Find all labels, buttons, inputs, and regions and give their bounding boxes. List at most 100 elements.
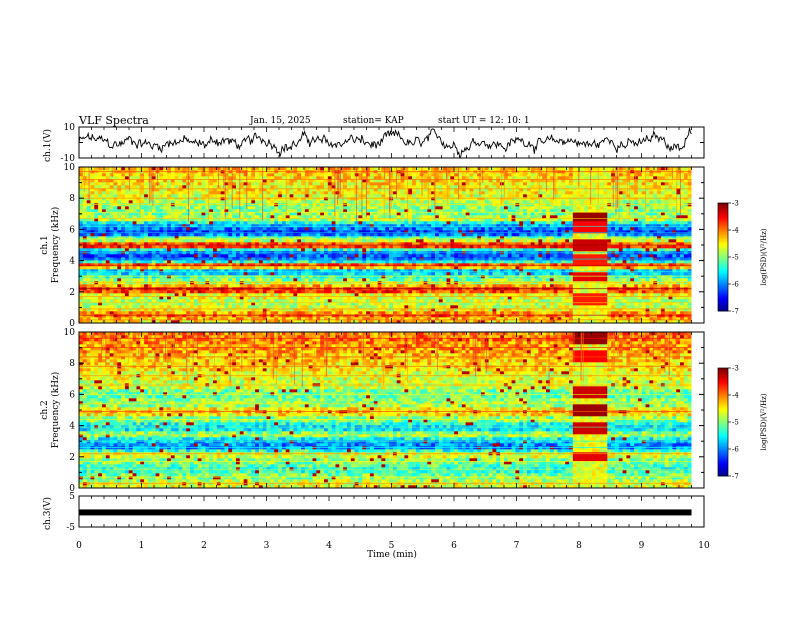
spectrogram-cell: [485, 275, 489, 278]
spectrogram-cell: [519, 248, 523, 251]
spectrogram-cell: [424, 263, 428, 266]
spectrogram-cell: [397, 308, 401, 311]
spectrogram-cell: [653, 275, 657, 278]
spectrogram-cell: [87, 263, 91, 266]
spectrogram-cell: [133, 263, 137, 266]
spectrogram-cell: [297, 254, 301, 257]
spectrogram-cell: [485, 284, 489, 287]
spectrogram-cell: [420, 248, 424, 251]
spectrogram-cell: [129, 290, 133, 293]
spectrogram-cell: [676, 278, 680, 281]
spectrogram-cell: [561, 284, 565, 287]
spectrogram-cell: [450, 266, 454, 269]
spectrogram-cell: [611, 305, 615, 308]
spectrogram-cell: [684, 239, 688, 242]
spectrogram-cell: [213, 293, 217, 296]
spectrogram-cell: [213, 248, 217, 251]
spectrogram-cell: [274, 278, 278, 281]
spectrogram-cell: [133, 311, 137, 314]
spectrogram-cell: [485, 260, 489, 263]
spectrogram-cell: [355, 308, 359, 311]
spectrogram-cell: [646, 260, 650, 263]
spectrogram-cell: [466, 245, 470, 248]
spectrogram-cell: [577, 266, 581, 269]
spectrogram-cell: [688, 278, 692, 281]
spectrogram-cell: [148, 263, 152, 266]
spectrogram-cell: [416, 263, 420, 266]
spectrogram-cell: [270, 233, 274, 236]
spectrogram-cell: [466, 260, 470, 263]
spectrogram-cell: [538, 266, 542, 269]
spectrogram-cell: [531, 272, 535, 275]
spectrogram-cell: [558, 278, 562, 281]
spectrogram-cell: [270, 245, 274, 248]
spectrogram-cell: [366, 278, 370, 281]
spectrogram-cell: [251, 233, 255, 236]
spectrogram-cell: [584, 233, 588, 236]
spectrogram-cell: [209, 254, 213, 257]
spectrogram-cell: [290, 233, 294, 236]
spectrogram-cell: [270, 293, 274, 296]
spectrogram-cell: [255, 272, 259, 275]
spectrogram-cell: [538, 260, 542, 263]
spectrogram-cell: [607, 248, 611, 251]
spectrogram-cell: [412, 275, 416, 278]
spectrogram-cell: [600, 299, 604, 302]
spectrogram-cell: [175, 275, 179, 278]
spectrogram-cell: [527, 254, 531, 257]
spectrogram-cell: [355, 314, 359, 317]
spectrogram-cell: [500, 260, 504, 263]
spectrogram-cell: [156, 299, 160, 302]
spectrogram-cell: [259, 311, 263, 314]
spectrogram-cell: [565, 293, 569, 296]
spectrogram-cell: [247, 305, 251, 308]
spectrogram-cell: [332, 239, 336, 242]
spectrogram-cell: [431, 290, 435, 293]
spectrogram-cell: [332, 260, 336, 263]
spectrogram-cell: [389, 290, 393, 293]
spectrogram-cell: [588, 290, 592, 293]
spectrogram-cell: [163, 248, 167, 251]
spectrogram-cell: [87, 275, 91, 278]
spectrogram-cell: [565, 305, 569, 308]
spectrogram-cell: [205, 254, 209, 257]
spectrogram-cell: [240, 278, 244, 281]
spectrogram-cell: [584, 275, 588, 278]
spectrogram-cell: [247, 254, 251, 257]
spectrogram-cell: [244, 293, 248, 296]
spectrogram-cell: [661, 263, 665, 266]
spectrogram-cell: [404, 245, 408, 248]
spectrogram-cell: [87, 272, 91, 275]
spectrogram-cell: [565, 254, 569, 257]
spectrogram-cell: [152, 305, 156, 308]
spectrogram-cell: [240, 260, 244, 263]
spectrogram-cell: [259, 239, 263, 242]
spectrogram-cell: [217, 299, 221, 302]
spectrogram-cell: [569, 245, 573, 248]
spectrogram-cell: [339, 245, 343, 248]
spectrogram-cell: [194, 239, 198, 242]
spectrogram-cell: [102, 275, 106, 278]
spectrogram-cell: [186, 245, 190, 248]
spectrogram-cell: [133, 314, 137, 317]
spectrogram-cell: [286, 308, 290, 311]
spectrogram-cell: [121, 245, 125, 248]
spectrogram-cell: [305, 266, 309, 269]
spectrogram-cell: [366, 266, 370, 269]
spectrogram-cell: [439, 275, 443, 278]
spectrogram-cell: [554, 266, 558, 269]
spectrogram-cell: [416, 233, 420, 236]
spectrogram-cell: [167, 233, 171, 236]
spectrogram-cell: [378, 260, 382, 263]
spectrogram-cell: [439, 311, 443, 314]
spectrogram-cell: [661, 299, 665, 302]
spectrogram-cell: [473, 248, 477, 251]
spectrogram-cell: [171, 293, 175, 296]
spectrogram-cell: [156, 266, 160, 269]
spectrogram-cell: [328, 263, 332, 266]
spectrogram-cell: [546, 314, 550, 317]
spectrogram-cell: [531, 260, 535, 263]
spectrogram-cell: [535, 314, 539, 317]
spectrogram-cell: [546, 284, 550, 287]
spectrogram-cell: [182, 305, 186, 308]
